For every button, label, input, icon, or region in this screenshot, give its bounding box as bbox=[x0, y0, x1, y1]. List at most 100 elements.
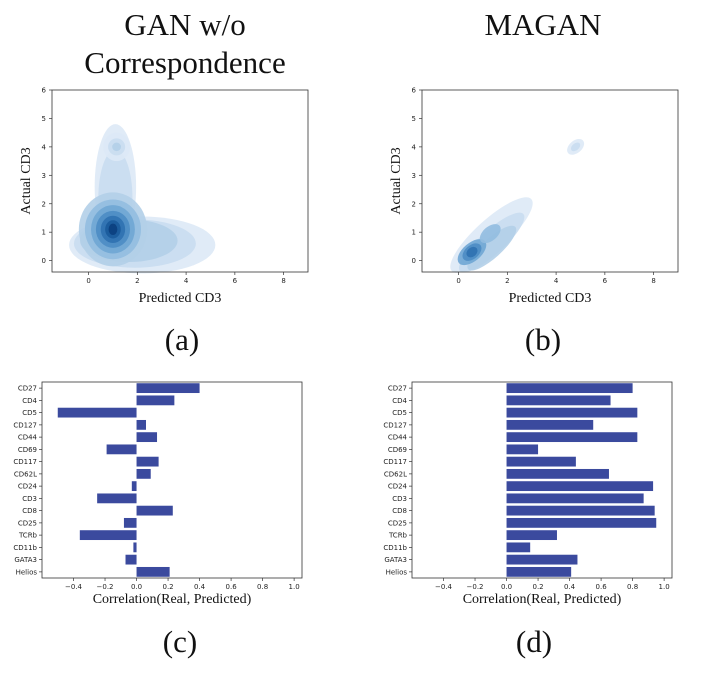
caption-a: (a) bbox=[164, 322, 200, 357]
x-tick-label: −0.4 bbox=[65, 583, 83, 591]
y-tick-label: 6 bbox=[412, 87, 417, 95]
category-label-CD62L: CD62L bbox=[384, 470, 407, 478]
x-axis-label: Correlation(Real, Predicted) bbox=[93, 592, 252, 607]
x-tick-label: −0.2 bbox=[467, 583, 484, 591]
density-contours bbox=[69, 124, 216, 274]
plot-frame bbox=[41, 381, 303, 579]
category-label-CD69: CD69 bbox=[388, 446, 407, 454]
x-axis-label: Correlation(Real, Predicted) bbox=[463, 592, 622, 607]
x-tick-label: 6 bbox=[603, 277, 608, 285]
y-tick-label: 0 bbox=[412, 257, 416, 265]
bar-chart-d: CD27 CD4 CD5 CD127 CD44 CD69 CD117 CD62L CD24 CD3… bbox=[383, 381, 673, 607]
bar-Helios bbox=[136, 566, 170, 577]
category-label-CD11b: CD11b bbox=[13, 544, 37, 552]
category-label-CD44: CD44 bbox=[388, 434, 408, 442]
title-left: GAN w/o Correspondence bbox=[84, 7, 286, 80]
y-tick-label: 4 bbox=[42, 143, 47, 151]
category-label-CD25: CD25 bbox=[388, 519, 407, 527]
x-tick-label: 0.6 bbox=[596, 583, 608, 591]
category-label-CD24: CD24 bbox=[388, 483, 408, 491]
y-axis-label: Actual CD3 bbox=[19, 147, 34, 214]
bar-CD3 bbox=[506, 493, 644, 504]
y-tick-label: 3 bbox=[42, 172, 46, 180]
category-label-CD27: CD27 bbox=[18, 385, 37, 393]
bar-CD25 bbox=[506, 517, 657, 528]
category-label-CD44: CD44 bbox=[18, 434, 38, 442]
bar-CD44 bbox=[136, 432, 158, 443]
density-level-1-2 bbox=[466, 246, 478, 258]
bar-CD62L bbox=[506, 468, 609, 479]
plot-frame bbox=[421, 89, 679, 273]
category-label-CD8: CD8 bbox=[22, 507, 37, 515]
bar-GATA3 bbox=[506, 554, 578, 565]
y-axis-label: Actual CD3 bbox=[389, 147, 404, 214]
caption-c: (c) bbox=[162, 624, 198, 659]
x-tick-label: 1.0 bbox=[289, 583, 300, 591]
x-tick-label: 0 bbox=[456, 277, 460, 285]
x-tick-label: 0.8 bbox=[257, 583, 268, 591]
x-tick-label: −0.4 bbox=[435, 583, 453, 591]
bar-CD11b bbox=[506, 542, 531, 553]
x-axis-label: Predicted CD3 bbox=[509, 291, 592, 306]
category-label-CD27: CD27 bbox=[388, 385, 407, 393]
kde-plot-b: 0 2 4 6 8 0 1 2 3 4 5 6 Predicted CD3 Actual CD3 bbox=[389, 87, 679, 306]
category-label-CD24: CD24 bbox=[18, 483, 38, 491]
bar-TCRb bbox=[79, 530, 137, 541]
category-label-CD117: CD117 bbox=[383, 458, 407, 466]
density-level-2-6 bbox=[108, 223, 118, 236]
x-tick-label: 0 bbox=[86, 277, 90, 285]
caption-b: (b) bbox=[524, 322, 562, 357]
category-label-CD117: CD117 bbox=[13, 458, 37, 466]
category-label-CD4: CD4 bbox=[22, 397, 37, 405]
bar-CD3 bbox=[97, 493, 137, 504]
x-tick-label: 4 bbox=[184, 277, 189, 285]
y-tick-label: 4 bbox=[412, 143, 417, 151]
category-label-CD8: CD8 bbox=[392, 507, 407, 515]
x-tick-label: 0.4 bbox=[564, 583, 576, 591]
category-label-CD62L: CD62L bbox=[14, 470, 37, 478]
bar-CD25 bbox=[123, 517, 137, 528]
bar-CD4 bbox=[136, 395, 175, 406]
bar-CD69 bbox=[506, 444, 539, 455]
category-label-CD3: CD3 bbox=[392, 495, 407, 503]
y-tick-label: 1 bbox=[42, 229, 46, 237]
bar-CD4 bbox=[506, 395, 611, 406]
x-tick-label: 8 bbox=[651, 277, 655, 285]
x-tick-label: 2 bbox=[135, 277, 139, 285]
x-tick-label: −0.2 bbox=[97, 583, 114, 591]
bar-CD27 bbox=[136, 383, 200, 394]
bar-CD8 bbox=[136, 505, 173, 516]
bar-CD127 bbox=[506, 419, 594, 430]
category-label-Helios: Helios bbox=[386, 568, 408, 576]
bar-TCRb bbox=[506, 530, 557, 541]
y-tick-label: 2 bbox=[412, 200, 416, 208]
bar-CD11b bbox=[133, 542, 137, 553]
density-level-0-2 bbox=[467, 225, 517, 271]
category-label-CD25: CD25 bbox=[18, 519, 37, 527]
bar-CD27 bbox=[506, 383, 633, 394]
y-tick-label: 0 bbox=[42, 257, 46, 265]
x-tick-label: 0.0 bbox=[501, 583, 512, 591]
x-tick-label: 0.2 bbox=[532, 583, 543, 591]
bar-GATA3 bbox=[125, 554, 137, 565]
y-tick-label: 5 bbox=[412, 115, 416, 123]
category-label-GATA3: GATA3 bbox=[14, 556, 37, 564]
bar-CD5 bbox=[506, 407, 638, 418]
y-tick-label: 3 bbox=[412, 172, 416, 180]
category-label-CD3: CD3 bbox=[22, 495, 37, 503]
density-contours bbox=[450, 138, 585, 273]
x-tick-label: 1.0 bbox=[659, 583, 670, 591]
plot-frame bbox=[411, 381, 673, 579]
bar-CD117 bbox=[506, 456, 576, 467]
x-tick-label: 0.6 bbox=[226, 583, 238, 591]
x-axis-label: Predicted CD3 bbox=[139, 291, 222, 306]
category-label-CD4: CD4 bbox=[392, 397, 407, 405]
kde-plot-a: 0 2 4 6 8 0 1 2 3 4 5 6 Predicted CD3 Actual CD3 bbox=[19, 87, 309, 306]
x-tick-label: 6 bbox=[233, 277, 238, 285]
x-tick-label: 4 bbox=[554, 277, 559, 285]
bar-CD24 bbox=[131, 481, 137, 492]
category-label-CD127: CD127 bbox=[383, 421, 407, 429]
category-label-CD5: CD5 bbox=[22, 409, 37, 417]
category-label-CD127: CD127 bbox=[13, 421, 37, 429]
plot-frame bbox=[51, 89, 309, 273]
